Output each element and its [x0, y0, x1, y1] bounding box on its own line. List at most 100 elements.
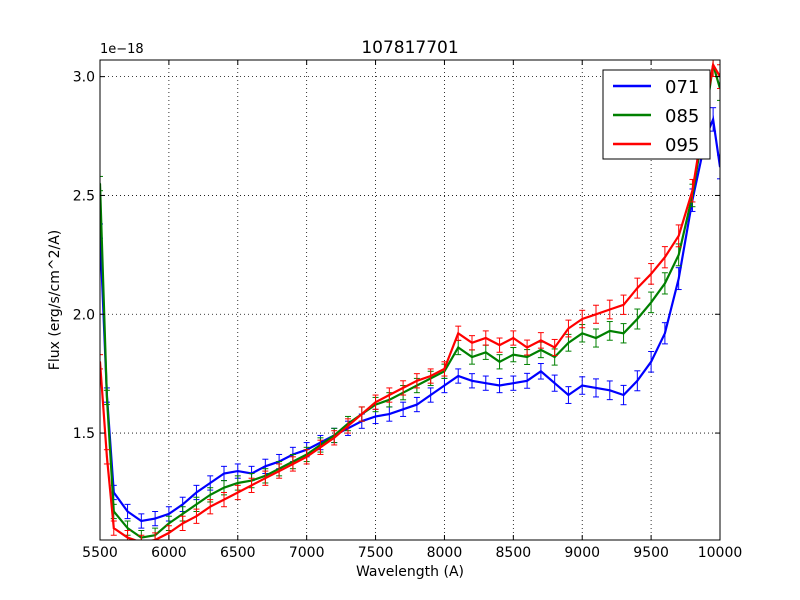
data-point [539, 339, 542, 342]
data-point [443, 384, 446, 387]
data-point [484, 382, 487, 385]
data-point [112, 527, 115, 530]
data-point [622, 394, 625, 396]
data-point [539, 349, 542, 351]
y-tick-label: 3.0 [73, 70, 95, 86]
data-point [374, 415, 377, 418]
data-point [126, 536, 129, 539]
data-point [512, 382, 515, 385]
series-071 [100, 107, 720, 529]
data-point [278, 470, 281, 472]
data-point [595, 337, 597, 339]
data-point [126, 510, 129, 513]
data-point [636, 318, 639, 320]
data-point [209, 505, 212, 508]
data-point [677, 234, 680, 237]
data-point [457, 375, 460, 377]
data-point [484, 337, 487, 339]
data-point [712, 118, 715, 121]
data-point [608, 389, 611, 392]
data-point [677, 253, 680, 256]
data-point [677, 277, 680, 280]
data-point [195, 491, 198, 494]
data-point [402, 408, 405, 411]
data-point [622, 332, 625, 335]
data-point [498, 360, 501, 363]
data-point [402, 387, 405, 389]
data-point [347, 425, 349, 427]
data-point [539, 370, 542, 373]
data-point [291, 463, 294, 465]
data-point [105, 455, 108, 458]
data-point [195, 515, 198, 518]
data-point [223, 498, 225, 501]
legend-label: 085 [665, 106, 699, 127]
data-point [181, 503, 184, 506]
data-point [650, 272, 653, 275]
y-offset-label: 1e−18 [100, 42, 144, 57]
data-point [167, 531, 170, 534]
x-tick-label: 5500 [82, 545, 118, 561]
data-point [105, 396, 108, 399]
data-point [333, 436, 336, 439]
data-point [471, 356, 473, 358]
series-line-085 [100, 64, 720, 539]
data-point [319, 446, 322, 449]
data-point [223, 486, 225, 489]
data-point [154, 517, 157, 520]
data-point [223, 472, 225, 475]
data-point [484, 351, 487, 354]
data-point [691, 189, 694, 192]
data-point [567, 394, 570, 396]
x-tick-label: 7500 [358, 545, 394, 561]
data-point [712, 63, 715, 66]
data-point [126, 527, 129, 530]
data-point [429, 394, 432, 396]
x-tick-label: 9500 [633, 545, 669, 561]
x-tick-label: 10000 [698, 545, 743, 561]
x-tick-label: 6500 [220, 545, 256, 561]
data-point [526, 346, 529, 349]
data-point [457, 346, 460, 349]
data-point [181, 522, 184, 525]
legend-label: 095 [665, 135, 699, 156]
data-point [650, 360, 653, 363]
x-tick-label: 6000 [151, 545, 187, 561]
data-point [250, 484, 253, 487]
data-point [471, 379, 473, 382]
data-point [567, 327, 570, 330]
data-point [608, 308, 611, 311]
data-point [622, 303, 625, 306]
data-point [663, 256, 666, 259]
data-point [415, 403, 418, 406]
data-point [236, 482, 239, 484]
x-tick-label: 8000 [427, 545, 463, 561]
x-axis-label: Wavelength (A) [356, 564, 464, 580]
data-point [443, 368, 446, 370]
data-point [167, 512, 170, 515]
data-point [663, 332, 666, 335]
series-layer [100, 60, 720, 540]
data-point [581, 332, 584, 335]
axes [99, 59, 721, 541]
data-point [608, 329, 611, 332]
data-point [388, 413, 391, 415]
series-line-071 [100, 115, 720, 523]
data-point [471, 341, 473, 344]
data-point [388, 394, 391, 396]
data-point [264, 465, 267, 468]
data-point [553, 382, 556, 385]
y-tick-label: 2.5 [73, 188, 95, 204]
data-point [209, 482, 212, 484]
data-point [512, 337, 515, 339]
data-point [581, 318, 584, 320]
data-point [429, 375, 432, 377]
data-point [195, 503, 198, 506]
data-point [264, 477, 267, 480]
data-point [236, 470, 239, 472]
data-point [457, 332, 460, 335]
legend-label: 071 [665, 77, 699, 98]
ticks: 5500 6000 6500 7000 7500 8000 8500 9000 9500 1000… [73, 60, 743, 561]
data-point [595, 313, 597, 316]
data-point [167, 522, 170, 525]
